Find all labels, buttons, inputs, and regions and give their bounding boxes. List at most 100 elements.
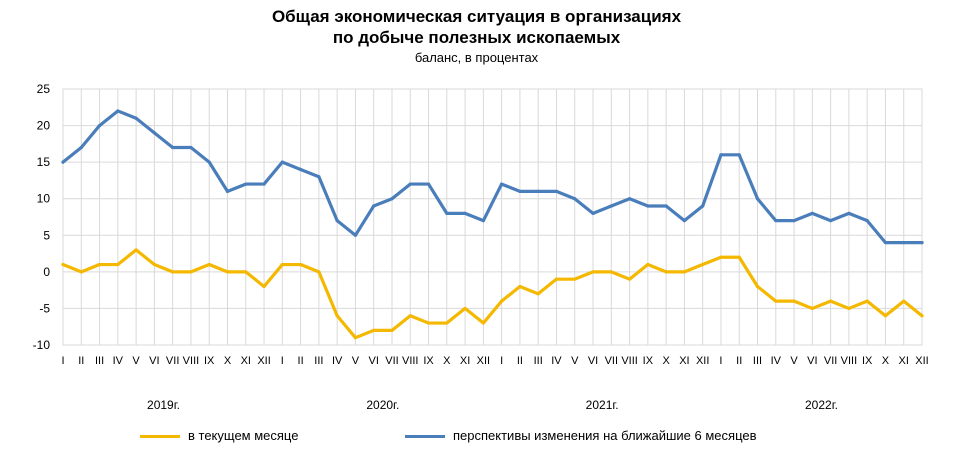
series-line-outlook — [61, 109, 924, 245]
year-label: 2019г. — [147, 398, 180, 412]
data-point-outlook — [755, 197, 760, 201]
data-point-current — [134, 248, 138, 252]
x-tick-label: IX — [643, 355, 654, 367]
data-point-current — [372, 328, 376, 332]
x-tick-label: XII — [696, 355, 709, 367]
data-point-outlook — [829, 219, 833, 223]
x-tick-label: XI — [241, 355, 251, 367]
data-point-current — [792, 299, 796, 303]
data-point-outlook — [445, 211, 449, 215]
data-point-current — [408, 314, 412, 318]
data-point-outlook — [426, 182, 431, 186]
data-point-current — [573, 277, 577, 281]
data-point-outlook — [737, 153, 741, 157]
x-tick-label: IX — [423, 355, 434, 367]
legend-swatch-outlook — [405, 435, 445, 439]
data-point-current — [189, 270, 193, 274]
x-tick-label: V — [352, 355, 360, 367]
y-tick-label: 0 — [43, 265, 50, 279]
data-point-outlook — [682, 219, 687, 223]
data-point-current — [810, 306, 814, 311]
data-point-outlook — [317, 175, 321, 179]
data-point-outlook — [847, 211, 851, 215]
x-tick-label: X — [662, 355, 670, 367]
data-point-outlook — [152, 131, 156, 135]
x-tick-label: IV — [113, 355, 124, 367]
x-tick-label: II — [298, 355, 304, 367]
legend-item-current: в текущем месяце — [140, 428, 298, 443]
data-point-current — [79, 270, 83, 274]
data-point-outlook — [463, 211, 467, 215]
chart-title: Общая экономическая ситуация в организац… — [0, 6, 953, 48]
data-point-current — [755, 284, 760, 289]
x-tick-label: II — [78, 355, 84, 367]
data-point-outlook — [810, 211, 814, 215]
x-tick-label: I — [500, 355, 503, 367]
data-point-current — [116, 262, 120, 267]
data-point-outlook — [865, 219, 869, 223]
data-point-outlook — [372, 204, 376, 208]
data-point-outlook — [171, 145, 175, 150]
data-point-outlook — [920, 241, 924, 245]
x-tick-label: VI — [588, 355, 598, 367]
x-tick-label: V — [132, 355, 140, 367]
data-point-current — [719, 255, 723, 259]
data-point-current — [97, 262, 102, 267]
year-label: 2021г. — [586, 398, 619, 412]
data-point-current — [883, 314, 888, 318]
x-tick-label: XII — [257, 355, 270, 367]
x-tick-label: I — [281, 355, 284, 367]
data-point-outlook — [390, 197, 394, 201]
x-tick-label: VII — [166, 355, 179, 367]
data-point-current — [152, 262, 156, 267]
data-point-current — [920, 314, 924, 318]
data-point-outlook — [902, 241, 906, 245]
data-point-current — [865, 299, 869, 303]
data-point-current — [646, 262, 650, 267]
legend-label-outlook: перспективы изменения на ближайшие 6 мес… — [453, 428, 757, 443]
data-point-outlook — [609, 204, 613, 208]
data-point-current — [61, 262, 65, 267]
x-tick-label: VII — [385, 355, 398, 367]
data-point-current — [353, 336, 358, 340]
data-point-outlook — [792, 219, 796, 223]
data-point-current — [500, 299, 504, 303]
data-point-current — [554, 277, 559, 281]
chart-title-line1: Общая экономическая ситуация в организац… — [271, 7, 682, 26]
data-point-current — [317, 270, 321, 274]
x-tick-label: VII — [824, 355, 837, 367]
x-tick-label: II — [736, 355, 742, 367]
data-point-current — [847, 306, 851, 311]
data-point-outlook — [97, 123, 102, 128]
data-point-current — [280, 262, 284, 267]
data-point-outlook — [883, 241, 888, 245]
x-tick-label: VIII — [841, 355, 858, 367]
data-point-outlook — [554, 189, 559, 193]
y-tick-label: 25 — [37, 82, 51, 96]
chart-subtitle: баланс, в процентах — [414, 50, 539, 65]
x-tick-label: III — [753, 355, 762, 367]
data-point-outlook — [481, 219, 485, 223]
x-tick-label: VII — [605, 355, 618, 367]
data-point-outlook — [189, 145, 193, 150]
x-tick-label: X — [443, 355, 451, 367]
y-tick-label: 5 — [43, 228, 50, 242]
data-point-current — [225, 270, 230, 274]
data-point-outlook — [701, 204, 705, 208]
data-point-outlook — [207, 160, 211, 164]
legend-label-current: в текущем месяце — [188, 428, 299, 443]
legend-item-outlook: перспективы изменения на ближайшие 6 мес… — [405, 428, 757, 443]
data-point-current — [244, 270, 248, 274]
data-point-outlook — [353, 233, 358, 237]
data-point-current — [171, 270, 175, 274]
data-point-current — [207, 262, 211, 267]
data-point-outlook — [646, 204, 650, 208]
y-tick-label: -10 — [33, 338, 51, 352]
x-tick-label: VI — [149, 355, 159, 367]
data-point-current — [298, 262, 303, 267]
x-tick-label: IX — [862, 355, 873, 367]
x-tick-label: VIII — [183, 355, 200, 367]
x-tick-label: VI — [807, 355, 817, 367]
data-point-current — [335, 314, 339, 318]
